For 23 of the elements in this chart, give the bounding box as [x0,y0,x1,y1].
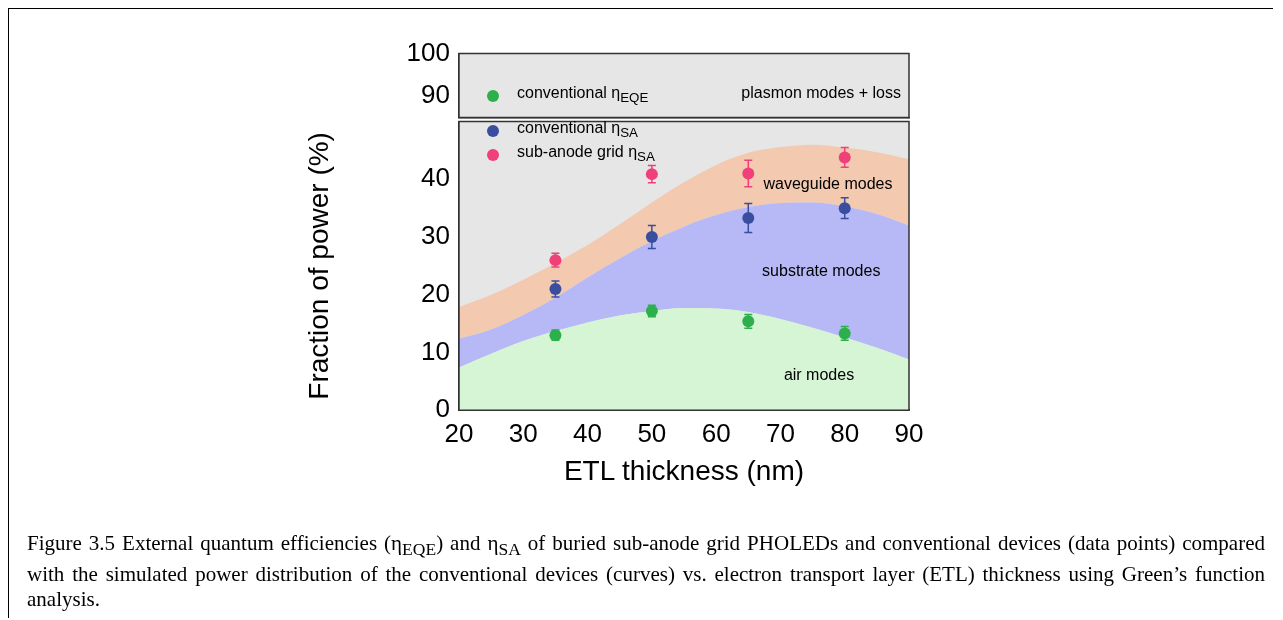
y-tick-label: 40 [421,162,450,193]
x-tick-label: 90 [894,417,924,448]
legend-label: sub-anode grid η$_{SA}$ [517,143,655,165]
x-tick-label: 50 [637,417,667,448]
y-tick-label: 20 [421,277,450,308]
x-tick-label: 30 [508,417,538,448]
legend-label: conventional η$_{EQE}$ [517,83,649,108]
x-tick-label: 70 [765,417,795,448]
band-label: plasmon modes + loss [741,84,901,102]
annotation: substrate modes [762,262,881,280]
y-tick-label: 100 [406,36,450,67]
caption: Figure 3.5 External quantum efficiencies (η$_{EQE}$) and η$_{SA}$ of buried sub-anode grid PHOLEDs and conventional devices (data points) compared with the simulated power distribution of the conventional devices (curves) vs. electron transport layer (ETL) thickness using Green’s function analysis. [27,531,1265,613]
legend-label: conventional η$_{SA}$ [517,119,638,141]
y-tick-label: 90 [421,79,450,110]
annotation: air modes [783,365,855,383]
x-tick-label: 40 [573,417,603,448]
annotation: waveguide modes [762,175,893,193]
y-tick-label: 30 [421,220,450,251]
y-tick-label: 10 [421,335,450,366]
x-axis-title: ETL thickness (nm) [563,454,805,486]
x-tick-label: 60 [701,417,731,448]
x-tick-label: 80 [830,417,860,448]
y-axis-title: Fraction of power (%) [302,132,334,400]
